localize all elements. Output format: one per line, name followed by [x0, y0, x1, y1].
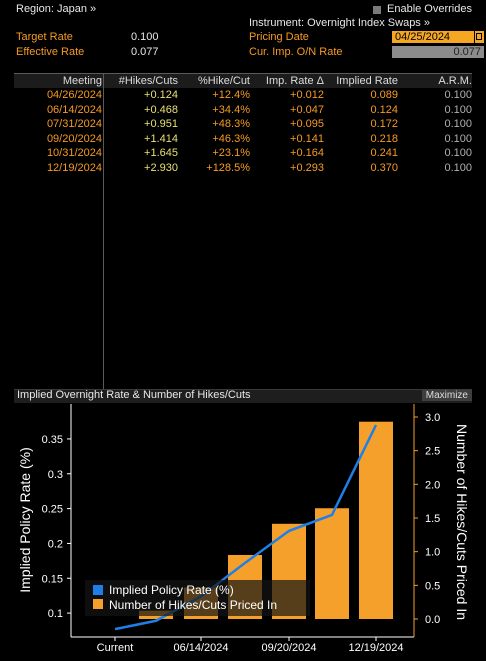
cell-imp-rate-delta: +0.293: [290, 162, 324, 174]
right-tick-label: 1.0: [425, 547, 440, 559]
right-tick-label: 3.0: [425, 412, 440, 424]
legend-swatch-hikes: [93, 599, 103, 609]
legend-swatch-rate: [93, 585, 103, 595]
cell-arm: 0.100: [444, 103, 472, 116]
cell-pct-hike-cut: +34.4%: [212, 103, 250, 116]
table-divider: [103, 74, 104, 389]
cell-implied-rate: 0.218: [370, 132, 398, 145]
right-tick-label: 2.0: [425, 479, 440, 491]
cell-hikes-cuts: +2.930: [144, 162, 178, 174]
left-tick-label: 0.3: [48, 469, 63, 481]
cell-meeting: 12/19/2024: [46, 162, 102, 174]
cell-imp-rate-delta: +0.012: [290, 89, 324, 101]
left-tick-label: 0.25: [42, 504, 63, 516]
enable-overrides-checkbox[interactable]: [373, 6, 381, 14]
cell-meeting: 09/20/2024: [46, 132, 102, 145]
cell-hikes-cuts: +0.124: [144, 89, 178, 101]
cell-pct-hike-cut: +46.3%: [212, 132, 250, 145]
table-top-border: [14, 73, 472, 74]
legend-box: [85, 580, 310, 616]
cell-imp-rate-delta: +0.141: [290, 132, 324, 145]
left-tick-label: 0.1: [48, 608, 63, 620]
enable-overrides-label[interactable]: Enable Overrides: [387, 3, 472, 15]
right-tick-label: 1.5: [425, 513, 440, 525]
col-header-implied-rate[interactable]: Implied Rate: [336, 75, 398, 87]
left-tick-label: 0.2: [48, 538, 63, 550]
left-tick-label: 0.15: [42, 573, 63, 585]
left-axis-title: Implied Policy Rate (%): [17, 447, 33, 593]
calendar-icon[interactable]: [475, 31, 484, 43]
region-selector[interactable]: Region: Japan »: [16, 3, 97, 15]
col-header-meeting[interactable]: Meeting: [62, 75, 102, 87]
cell-meeting: 10/31/2024: [46, 147, 102, 160]
col-header-arm[interactable]: A.R.M.: [438, 75, 472, 87]
cur-imp-rate-field: 0.077: [392, 46, 484, 58]
cell-imp-rate-delta: +0.164: [290, 147, 324, 160]
x-tick-label: 12/19/2024: [348, 642, 403, 654]
col-header-hikes-cuts[interactable]: #Hikes/Cuts: [118, 75, 178, 87]
legend-label-hikes: Number of Hikes/Cuts Priced In: [109, 598, 277, 612]
cur-imp-rate-label: Cur. Imp. O/N Rate: [249, 46, 343, 58]
cell-imp-rate-delta: +0.047: [290, 103, 324, 116]
effective-rate-label: Effective Rate: [16, 46, 85, 58]
hikes-bar: [359, 421, 393, 619]
pricing-date-label: Pricing Date: [249, 31, 309, 43]
target-rate-value: 0.100: [131, 31, 159, 43]
cell-arm: 0.100: [444, 118, 472, 131]
cell-arm: 0.100: [444, 132, 472, 145]
cell-implied-rate: 0.370: [370, 162, 398, 174]
legend-label-rate: Implied Policy Rate (%): [109, 583, 234, 597]
x-tick-label: 09/20/2024: [261, 642, 316, 654]
cell-hikes-cuts: +1.645: [144, 147, 178, 160]
cell-pct-hike-cut: +128.5%: [206, 162, 250, 174]
maximize-button[interactable]: Maximize: [421, 390, 472, 401]
target-rate-label: Target Rate: [16, 31, 73, 43]
cell-hikes-cuts: +0.951: [144, 118, 178, 131]
hikes-bar: [315, 508, 349, 619]
instrument-selector[interactable]: Instrument: Overnight Index Swaps »: [249, 17, 430, 29]
x-tick-label: 06/14/2024: [173, 642, 228, 654]
cell-implied-rate: 0.172: [370, 118, 398, 131]
cell-meeting: 06/14/2024: [46, 103, 102, 116]
effective-rate-value: 0.077: [131, 46, 159, 58]
cell-pct-hike-cut: +23.1%: [212, 147, 250, 160]
col-header-pct-hike-cut[interactable]: %Hike/Cut: [198, 75, 250, 87]
pricing-date-field[interactable]: 04/25/2024: [392, 31, 474, 43]
col-header-imp-rate-delta[interactable]: Imp. Rate Δ: [265, 75, 324, 87]
right-tick-label: 0.5: [425, 580, 440, 592]
cell-pct-hike-cut: +12.4%: [212, 89, 250, 101]
chart-panel-title: Implied Overnight Rate & Number of Hikes…: [17, 389, 251, 401]
x-tick-label: Current: [97, 642, 134, 654]
right-tick-label: 0.0: [425, 614, 440, 626]
cell-arm: 0.100: [444, 147, 472, 160]
chart-panel-header: [14, 389, 472, 403]
cell-hikes-cuts: +0.468: [144, 103, 178, 116]
cell-meeting: 04/26/2024: [46, 89, 102, 101]
cell-pct-hike-cut: +48.3%: [212, 118, 250, 131]
table-header: [14, 74, 472, 88]
cell-implied-rate: 0.089: [370, 89, 398, 101]
cell-imp-rate-delta: +0.095: [290, 118, 324, 131]
cell-implied-rate: 0.124: [370, 103, 398, 116]
right-tick-label: 2.5: [425, 446, 440, 458]
right-axis-title: Number of Hikes/Cuts Priced In: [454, 424, 470, 620]
cell-implied-rate: 0.241: [370, 147, 398, 160]
cell-arm: 0.100: [444, 162, 472, 174]
implied-rate-line: [114, 424, 378, 631]
cell-hikes-cuts: +1.414: [144, 132, 178, 145]
left-tick-label: 0.35: [42, 434, 63, 446]
cell-meeting: 07/31/2024: [46, 118, 102, 131]
cell-arm: 0.100: [444, 89, 472, 101]
